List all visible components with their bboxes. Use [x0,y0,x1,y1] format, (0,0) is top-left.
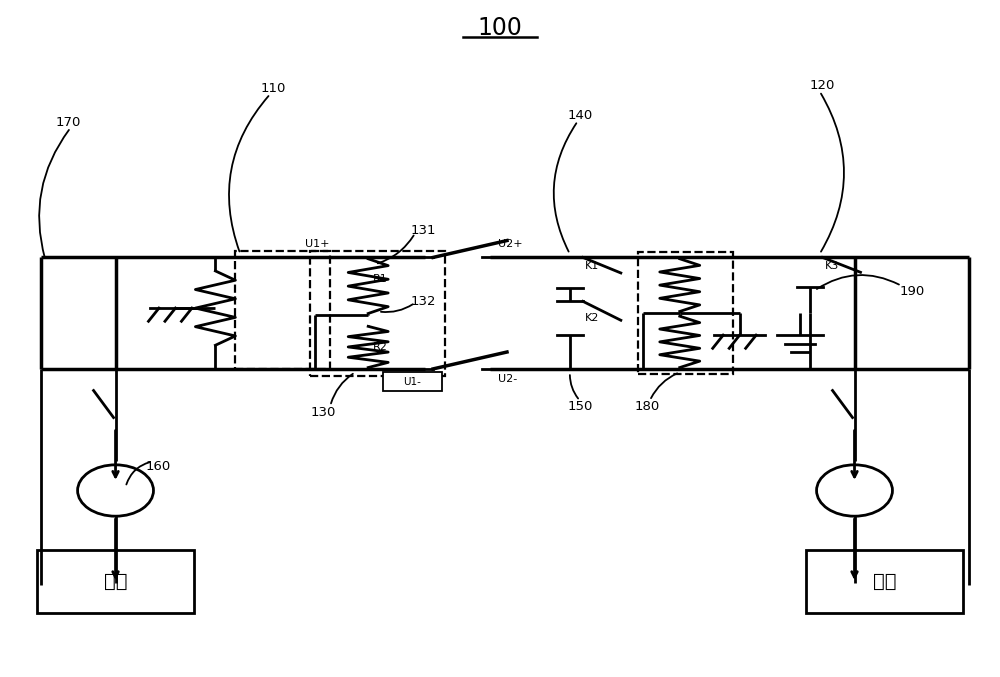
FancyBboxPatch shape [383,372,442,391]
Text: 130: 130 [310,406,336,419]
Text: K1: K1 [585,261,599,271]
Text: 120: 120 [810,79,835,91]
FancyBboxPatch shape [37,550,194,613]
Text: 190: 190 [899,285,925,298]
Text: U1+: U1+ [305,239,330,249]
Text: 110: 110 [260,82,286,95]
Text: U2+: U2+ [498,239,523,249]
Text: 负载: 负载 [873,572,896,591]
Text: U1-: U1- [403,376,421,387]
Text: U2-: U2- [498,374,517,385]
Text: 100: 100 [478,16,522,40]
Text: 负载: 负载 [104,572,127,591]
Text: 160: 160 [145,460,171,473]
Text: K3: K3 [825,261,839,271]
Text: R2: R2 [373,342,388,352]
FancyBboxPatch shape [806,550,963,613]
Text: 180: 180 [635,399,660,412]
Text: 150: 150 [568,399,593,412]
Text: R1: R1 [373,274,388,284]
Text: 132: 132 [410,295,436,308]
Text: 131: 131 [410,224,436,237]
Text: 140: 140 [568,109,593,122]
Text: 170: 170 [56,116,81,129]
Text: K2: K2 [585,313,599,323]
